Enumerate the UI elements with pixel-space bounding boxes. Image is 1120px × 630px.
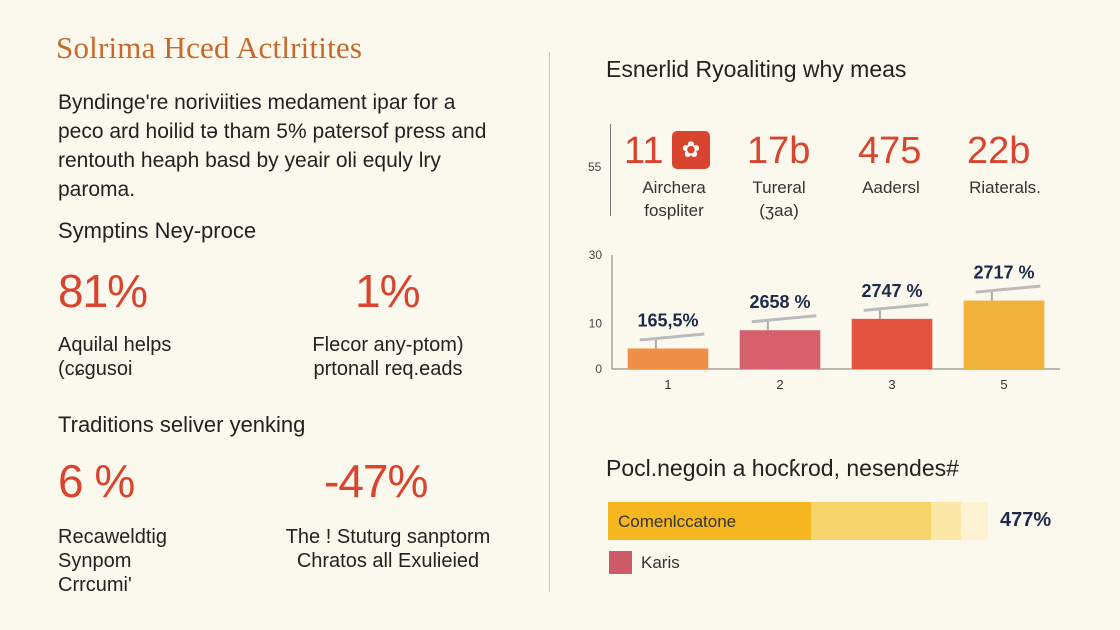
right-panel-title: Esnerlid Ryoaliting why meas bbox=[606, 56, 907, 82]
kpi-value: 22b bbox=[967, 130, 1031, 172]
progress-fill bbox=[608, 502, 812, 540]
bar bbox=[851, 318, 933, 369]
kpi-label: Airchera fospliter bbox=[614, 176, 734, 222]
kpi-label-line: (ʒaa) bbox=[759, 201, 799, 220]
stat-value: 1% bbox=[355, 265, 420, 317]
stat-value: -47% bbox=[324, 455, 428, 507]
stat-label-line: Aquilal helps bbox=[58, 334, 172, 356]
bar-marker-arrow bbox=[975, 284, 1041, 294]
x-tick-label: 3 bbox=[888, 377, 895, 392]
progress-title: Pocl.negoin a hocƙrod, nesendes# bbox=[606, 455, 959, 481]
progress-value: 477% bbox=[1000, 509, 1052, 531]
x-tick-label: 2 bbox=[776, 377, 783, 392]
bar-marker-arrow bbox=[863, 302, 929, 312]
bar-data-label: 2658 % bbox=[749, 292, 810, 312]
kpi-value: 17b bbox=[747, 130, 811, 172]
progress-label: Comenlccatone bbox=[618, 512, 737, 531]
legend-swatch bbox=[609, 551, 632, 574]
progress-fill-faint bbox=[931, 502, 962, 540]
stat-label-line: prtonall req.eads bbox=[313, 358, 463, 380]
kpi-axis-line bbox=[610, 124, 611, 216]
bar-marker-arrow bbox=[751, 314, 817, 324]
kpi-value: 475 bbox=[858, 130, 922, 172]
stat-label-line: The ! Stuturg sanptorm bbox=[285, 526, 491, 548]
stat-label-line: Flecor any-ptom) bbox=[312, 334, 464, 356]
bar-data-label: 2747 % bbox=[861, 281, 922, 301]
x-tick-label: 1 bbox=[664, 377, 671, 392]
y-tick-label: 10 bbox=[589, 316, 603, 330]
bar-data-label: 165,5% bbox=[637, 310, 698, 330]
bar-chart: 0 10 30 165,5% 1 2658 % 2 2747 % 3 2717 % 5 bbox=[589, 248, 1060, 392]
section-heading-traditions: Traditions seliver yenking bbox=[58, 412, 306, 437]
stat-value: 6 % bbox=[58, 455, 135, 507]
page-title: Solrima Hced Actlritites bbox=[56, 30, 363, 65]
kpi-label: Riaterals. bbox=[945, 176, 1065, 199]
legend-label: Karis bbox=[641, 553, 680, 572]
stat-label: Aquilal helps (cɕgusoi bbox=[58, 333, 171, 381]
kpi-label-line: Riaterals. bbox=[969, 178, 1041, 197]
column-divider bbox=[549, 52, 550, 592]
stat-label-line: Synpom bbox=[58, 550, 132, 572]
x-tick-label: 5 bbox=[1000, 377, 1007, 392]
bar bbox=[627, 348, 709, 369]
stat-label-line: Recaweldtig bbox=[58, 526, 167, 548]
progress-fill-light bbox=[811, 502, 931, 540]
kpi-label-line: Tureral bbox=[752, 178, 806, 197]
stat-label-line: Crrcumi' bbox=[58, 574, 132, 596]
y-tick-label: 0 bbox=[595, 362, 602, 376]
progress-track: Comenlccatone bbox=[608, 502, 988, 540]
kpi-axis-tick: 55 bbox=[588, 160, 602, 174]
kpi-label-line: fospliter bbox=[644, 201, 704, 220]
stat-value: 81% bbox=[58, 265, 148, 317]
bar-data-label: 2717 % bbox=[973, 263, 1034, 283]
y-tick-label: 30 bbox=[589, 248, 603, 262]
kpi-label: Aadersl bbox=[836, 176, 946, 199]
bar bbox=[963, 300, 1045, 369]
stat-label: Recaweldtig Synpom Crrcumi' bbox=[58, 525, 167, 597]
chart-badge-icon: ✿ bbox=[672, 131, 710, 169]
kpi-value: 11 bbox=[624, 130, 664, 172]
bar bbox=[739, 330, 821, 369]
bar-marker-arrow bbox=[639, 332, 705, 342]
stat-label-line: (cɕgusoi bbox=[58, 358, 133, 380]
stat-label: Flecor any-ptom) prtonall req.eads bbox=[298, 333, 478, 381]
kpi-label-line: Airchera bbox=[642, 178, 706, 197]
kpi-label-line: Aadersl bbox=[862, 178, 920, 197]
section-heading-symptoms: Symptins Ney-proce bbox=[58, 218, 257, 243]
kpi-label: Tureral (ʒaa) bbox=[724, 176, 834, 222]
intro-paragraph: Byndinge're noriviities medament ipar fo… bbox=[58, 91, 487, 201]
stat-label: The ! Stuturg sanptorm Chratos all Exuli… bbox=[268, 525, 508, 573]
stat-label-line: Chratos all Exulieied bbox=[296, 550, 480, 572]
